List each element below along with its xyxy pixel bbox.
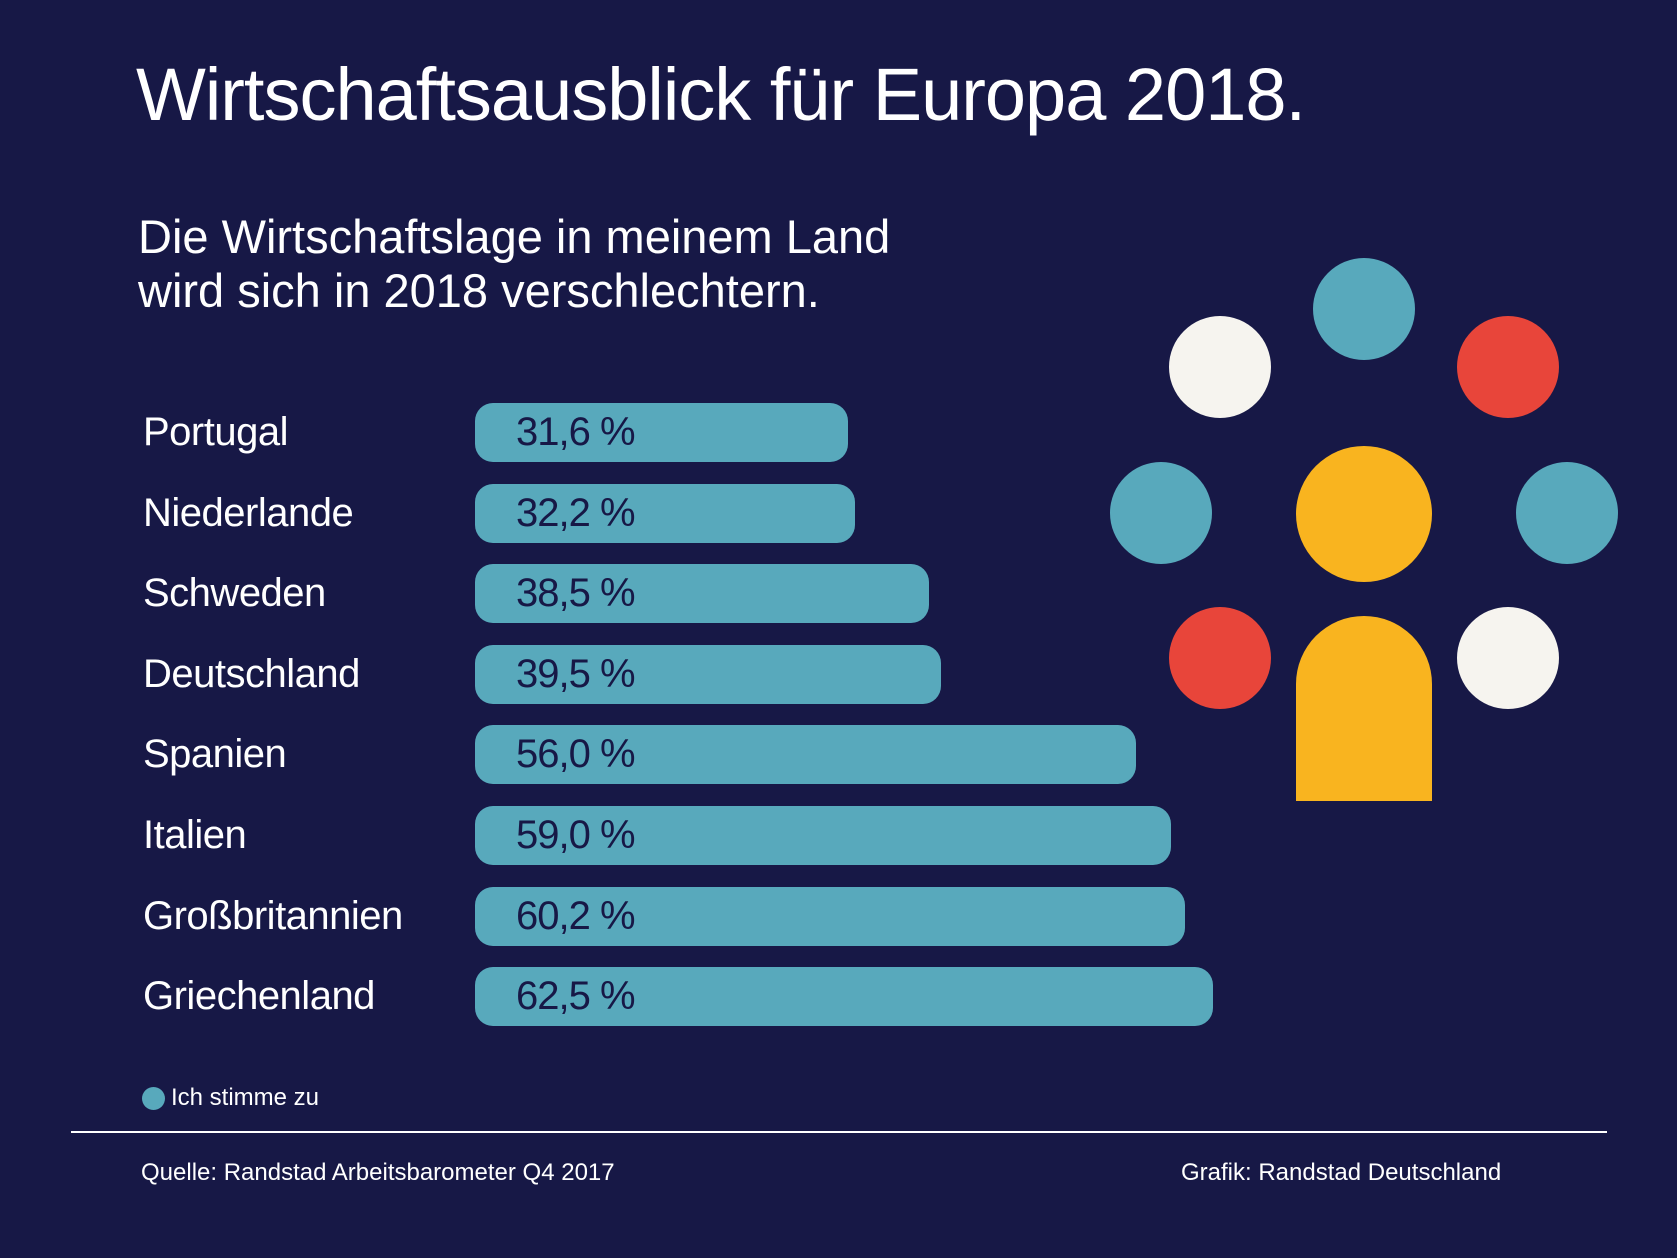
circle-red-top-right [1457, 316, 1559, 418]
bar [475, 564, 930, 624]
category-label: Spanien [143, 732, 287, 777]
bar [475, 967, 1213, 1027]
circle-teal-left [1110, 462, 1212, 564]
circle-teal-right [1516, 462, 1618, 564]
bar [475, 886, 1186, 946]
category-label: Portugal [143, 410, 288, 454]
bar [475, 806, 1172, 865]
circle-white-top-left [1169, 316, 1271, 418]
category-label: Schweden [143, 571, 326, 616]
footer-divider [71, 1131, 1607, 1133]
bar [475, 644, 942, 704]
value-label: 38,5 % [516, 571, 636, 616]
circle-red-bottom-left [1169, 607, 1271, 709]
chart-title: Wirtschaftsausblick für Europa 2018. [136, 53, 1306, 136]
value-label: 59,0 % [516, 813, 636, 857]
bar [475, 403, 848, 462]
legend-swatch [142, 1087, 165, 1110]
value-label: 32,2 % [516, 490, 636, 535]
category-label: Niederlande [143, 490, 354, 535]
category-label: Deutschland [143, 651, 360, 696]
bar [475, 725, 1136, 785]
value-label: 39,5 % [516, 651, 636, 696]
credit-note: Grafik: Randstad Deutschland [1181, 1159, 1502, 1186]
value-label: 31,6 % [516, 410, 636, 454]
circle-white-bottom-right [1457, 607, 1559, 709]
category-label: Griechenland [143, 974, 375, 1019]
category-label: Großbritannien [143, 893, 403, 938]
circle-teal-top [1313, 258, 1415, 360]
legend-label: Ich stimme zu [171, 1084, 320, 1111]
source-note: Quelle: Randstad Arbeitsbarometer Q4 201… [141, 1159, 615, 1186]
value-label: 56,0 % [516, 732, 636, 777]
category-label: Italien [143, 813, 247, 857]
value-label: 60,2 % [516, 893, 636, 938]
yellow-body-shape [1296, 616, 1432, 801]
chart-subtitle: Die Wirtschaftslage in meinem Land wird … [138, 210, 891, 317]
value-label: 62,5 % [516, 974, 636, 1019]
bar [475, 483, 855, 543]
circle-yellow-head [1296, 446, 1432, 582]
